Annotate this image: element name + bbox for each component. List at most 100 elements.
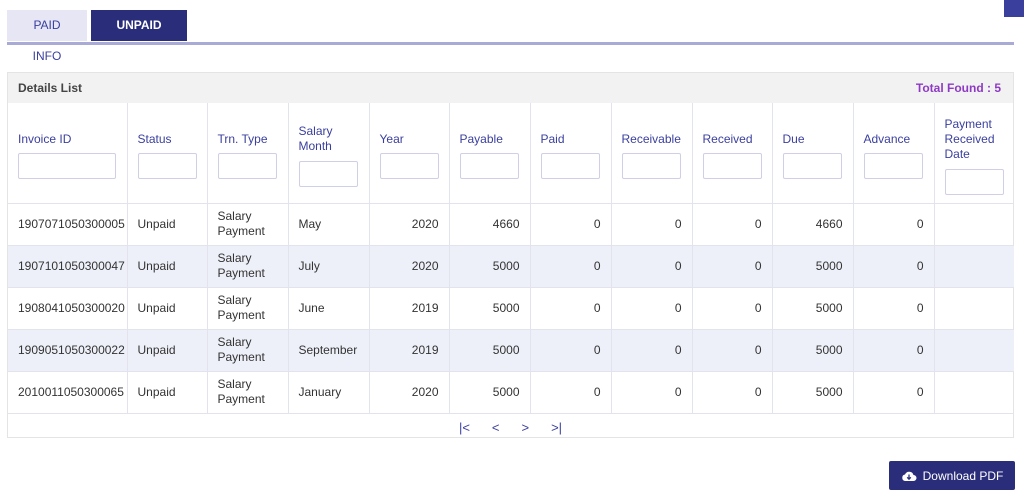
- cell-year: 2020: [369, 371, 450, 414]
- filter-advance[interactable]: [863, 153, 923, 179]
- column-header-payment-received-date: Payment Received Date: [934, 103, 1014, 204]
- filter-receivable[interactable]: [621, 153, 681, 179]
- cell-salary-month: May: [288, 203, 370, 246]
- cell-trn-type: Salary Payment: [207, 203, 289, 246]
- cell-received: 0: [692, 245, 773, 288]
- filter-payable[interactable]: [459, 153, 519, 179]
- panel-title: Details List: [18, 81, 83, 95]
- tab-paid-info[interactable]: PAID INFO: [7, 10, 87, 63]
- pagination: |< < > >|: [8, 414, 1013, 441]
- filter-paid[interactable]: [540, 153, 600, 179]
- filter-year[interactable]: [379, 153, 439, 179]
- cell-trn-type: Salary Payment: [207, 245, 289, 288]
- cell-receivable: 0: [611, 287, 693, 330]
- cell-paid: 0: [530, 245, 612, 288]
- cell-payment-received-date: [934, 329, 1014, 372]
- cell-status: Unpaid: [127, 371, 208, 414]
- table-row: 1908041050300020 Unpaid Salary Payment June…: [8, 287, 1014, 330]
- cell-received: 0: [692, 287, 773, 330]
- table-row: 1907101050300047 Unpaid Salary Payment July…: [8, 245, 1014, 288]
- cell-salary-month: September: [288, 329, 370, 372]
- cell-received: 0: [692, 203, 773, 246]
- tab-unpaid-info[interactable]: UNPAID INFO: [91, 10, 187, 63]
- details-table: Invoice ID Status Trn. Type Salary Month…: [8, 103, 1014, 414]
- cell-trn-type: Salary Payment: [207, 371, 289, 414]
- filter-due[interactable]: [782, 153, 842, 179]
- cell-salary-month: June: [288, 287, 370, 330]
- cell-year: 2019: [369, 287, 450, 330]
- filter-payment-received-date[interactable]: [944, 169, 1004, 195]
- cell-receivable: 0: [611, 371, 693, 414]
- cell-invoice-id: 1909051050300022: [8, 329, 128, 372]
- table-header-row: Invoice ID Status Trn. Type Salary Month…: [8, 103, 1014, 204]
- cell-status: Unpaid: [127, 287, 208, 330]
- cell-payable: 5000: [449, 371, 531, 414]
- cell-status: Unpaid: [127, 203, 208, 246]
- panel-header: Details List Total Found : 5: [8, 73, 1013, 103]
- cell-paid: 0: [530, 287, 612, 330]
- next-page-button[interactable]: >: [521, 419, 530, 435]
- column-header-status: Status: [127, 103, 208, 204]
- filter-status[interactable]: [137, 153, 197, 179]
- filter-salary-month[interactable]: [298, 161, 358, 187]
- cell-payment-received-date: [934, 371, 1014, 414]
- cell-status: Unpaid: [127, 329, 208, 372]
- column-header-payable: Payable: [449, 103, 531, 204]
- cell-payment-received-date: [934, 245, 1014, 288]
- cell-paid: 0: [530, 329, 612, 372]
- filter-received[interactable]: [702, 153, 762, 179]
- cell-due: 4660: [772, 203, 854, 246]
- cell-paid: 0: [530, 203, 612, 246]
- table-row: 2010011050300065 Unpaid Salary Payment Janu…: [8, 371, 1014, 414]
- cell-advance: 0: [853, 203, 935, 246]
- total-found-count: Total Found : 5: [915, 81, 1001, 95]
- cell-payable: 5000: [449, 287, 531, 330]
- cell-receivable: 0: [611, 245, 693, 288]
- details-panel: Details List Total Found : 5 Invoice ID …: [7, 72, 1014, 438]
- cell-trn-type: Salary Payment: [207, 287, 289, 330]
- download-pdf-button[interactable]: Download PDF: [889, 461, 1015, 490]
- cell-advance: 0: [853, 371, 935, 414]
- column-header-received: Received: [692, 103, 773, 204]
- column-header-advance: Advance: [853, 103, 935, 204]
- cell-year: 2019: [369, 329, 450, 372]
- cell-invoice-id: 1907071050300005: [8, 203, 128, 246]
- column-header-salary-month: Salary Month: [288, 103, 370, 204]
- column-header-paid: Paid: [530, 103, 612, 204]
- download-pdf-label: Download PDF: [922, 468, 1004, 483]
- cell-due: 5000: [772, 245, 854, 288]
- cell-trn-type: Salary Payment: [207, 329, 289, 372]
- column-header-trn-type: Trn. Type: [207, 103, 289, 204]
- table-body: 1907071050300005 Unpaid Salary Payment May 2…: [8, 203, 1014, 414]
- cell-status: Unpaid: [127, 245, 208, 288]
- cell-payment-received-date: [934, 287, 1014, 330]
- cell-payment-received-date: [934, 203, 1014, 246]
- column-header-due: Due: [772, 103, 854, 204]
- cell-received: 0: [692, 329, 773, 372]
- tab-underline: [7, 42, 1014, 45]
- cell-payable: 5000: [449, 329, 531, 372]
- cell-due: 5000: [772, 329, 854, 372]
- cell-due: 5000: [772, 287, 854, 330]
- cell-due: 5000: [772, 371, 854, 414]
- cell-advance: 0: [853, 287, 935, 330]
- cell-invoice-id: 1907101050300047: [8, 245, 128, 288]
- cell-receivable: 0: [611, 329, 693, 372]
- cell-received: 0: [692, 371, 773, 414]
- filter-invoice-id[interactable]: [18, 153, 116, 179]
- cell-invoice-id: 2010011050300065: [8, 371, 128, 414]
- cell-payable: 5000: [449, 245, 531, 288]
- cell-salary-month: July: [288, 245, 370, 288]
- cell-salary-month: January: [288, 371, 370, 414]
- last-page-button[interactable]: >|: [551, 419, 563, 435]
- cell-advance: 0: [853, 329, 935, 372]
- column-header-year: Year: [369, 103, 450, 204]
- column-header-invoice-id: Invoice ID: [8, 103, 128, 204]
- cell-year: 2020: [369, 245, 450, 288]
- first-page-button[interactable]: |<: [458, 419, 470, 435]
- filter-trn-type[interactable]: [217, 153, 277, 179]
- cell-invoice-id: 1908041050300020: [8, 287, 128, 330]
- prev-page-button[interactable]: <: [491, 419, 500, 435]
- cell-receivable: 0: [611, 203, 693, 246]
- cell-payable: 4660: [449, 203, 531, 246]
